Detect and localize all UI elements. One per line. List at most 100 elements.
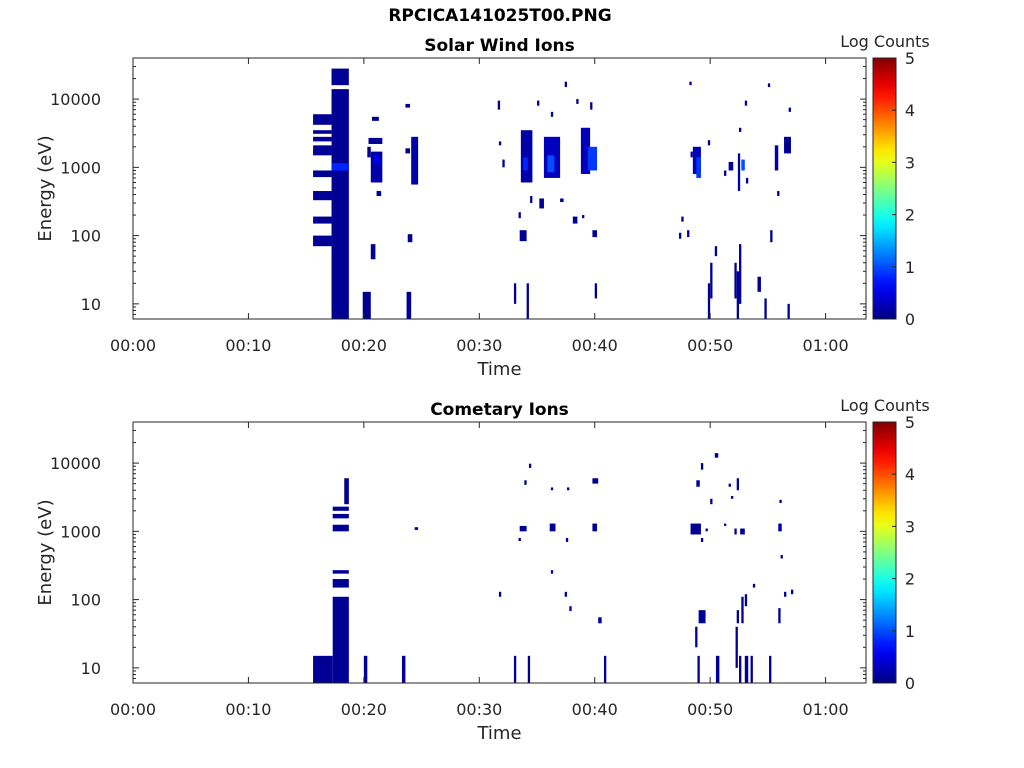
panel2-colorbar-tick-label: 0 [905,674,915,693]
panel1-heatmap-cell [576,99,579,104]
panel1-heatmap-cell [689,81,692,86]
panel1-heatmap-cell [728,161,734,171]
panel2-colorbar-tick-label: 1 [905,622,915,641]
panel2-heatmap-cell [750,655,753,683]
panel2-heatmap-cell [592,478,599,484]
panel2-heatmap-cell [705,528,708,532]
panel2-colorbar-tick-label: 4 [905,465,915,484]
panel2-colorbar-label: Log Counts [840,396,930,415]
panel1-colorbar-tick-label: 1 [905,258,915,277]
panel1-heatmap-cell [784,136,791,154]
panel2-heatmap-cell [700,463,704,470]
panel1-heatmap-cell [313,136,332,142]
panel2-heatmap-cell [739,655,742,683]
panel1-colorbar-tick-label: 5 [905,49,915,68]
panel2-heatmap-cell [344,478,349,505]
panel1-heatmap-cell [331,68,349,86]
panel2-heatmap-cell [518,537,521,542]
panel2-heatmap-cell [363,655,368,683]
panel1-colorbar-tick-label: 0 [905,310,915,329]
panel1-plot-area [133,58,866,319]
panel1-heatmap-cell [520,130,533,183]
panel1-heatmap-cell [497,100,501,110]
panel2-heatmap-cell [603,655,607,683]
panel2-heatmap-cell [592,523,598,532]
panel1-heatmap-cell [367,146,371,158]
panel2-x-tick-label: 00:20 [341,700,387,719]
panel1-y-axis-label: Energy (eV) [35,135,56,241]
panel1-heatmap-cell [313,191,332,201]
panel2-heatmap-cell [332,579,349,588]
panel1-heatmap-cell [777,191,780,197]
panel2-heatmap-cell [779,499,782,504]
panel2-heatmap-cell [698,610,706,624]
panel1-heatmap-cell [331,163,349,171]
panel2-heatmap-cell [569,606,572,612]
panel2-heatmap-cell [741,596,744,624]
panel1-title: Solar Wind Ions [424,36,575,56]
panel2-heatmap-cell [734,528,737,535]
panel1-heatmap-cell [331,89,349,319]
panel2-heatmap-cell [697,655,700,683]
panel1-y-tick-label: 100 [70,227,101,246]
panel1-heatmap-cell [687,230,690,238]
panel1-heatmap-cell [707,283,711,319]
panel2-colorbar-tick-label: 5 [905,413,915,432]
panel2-heatmap-cell [332,513,349,519]
panel1-heatmap-cell [313,170,332,178]
panel2-plot-area [133,422,866,683]
panel2-heatmap-cell [564,591,568,597]
panel2-heatmap-cell [313,655,333,683]
panel1-heatmap-cell [787,303,790,319]
panel2-heatmap-cell [736,478,740,491]
panel2-heatmap-cell [598,617,602,624]
panel1-heatmap-cell [405,103,411,108]
panel1-heatmap-cell [678,232,682,239]
panel1-heatmap-cell [710,262,713,299]
panel2-heatmap-cell [769,655,772,683]
panel1-heatmap-cell [757,276,761,292]
panel2-heatmap-cell [736,610,740,624]
panel1-heatmap-cell [376,191,382,197]
panel1-heatmap-cell [734,262,737,299]
panel1-heatmap-cell [370,244,376,260]
panel1-heatmap-cell [739,127,742,132]
panel1-y-tick-label: 10000 [50,90,101,109]
panel1-heatmap-cell [526,283,529,319]
panel2-heatmap-cell [332,506,349,511]
panel1-heatmap-cell [580,127,591,174]
panel2-heatmap-cell [690,523,701,535]
panel1-heatmap-cell [313,114,332,125]
panel1-heatmap-cell [572,216,578,224]
panel2-y-axis-label: Energy (eV) [35,499,56,605]
panel1-heatmap-cell [374,155,379,164]
panel1-heatmap-cell [313,130,332,134]
panel1-heatmap-cell [741,159,745,171]
panel2-heatmap-cell [401,655,406,683]
panel2-heatmap-cell [565,537,569,542]
panel2-heatmap-cell [700,537,704,542]
panel2-title: Cometary Ions [430,400,569,420]
panel1-heatmap-cell [405,148,411,154]
panel2-heatmap-cell [728,483,731,487]
panel1-heatmap-cell [550,111,554,117]
panel1-colorbar-tick-label: 2 [905,206,915,225]
panel2-heatmap-cell [740,528,745,535]
panel2-heatmap-cell [550,487,554,491]
panel2-heatmap-cell [498,591,502,597]
panel2-x-tick-label: 00:50 [687,700,733,719]
panel1-heatmap-cell [513,283,517,304]
panel1-heatmap-cell [714,246,718,257]
panel2-colorbar-tick-label: 2 [905,570,915,589]
panel1-heatmap-cell [560,198,564,203]
panel1-colorbar-label: Log Counts [840,32,930,51]
panel1-heatmap-cell [724,170,727,176]
panel2-colorbar [873,422,896,683]
panel1-x-tick-label: 01:00 [803,336,849,355]
panel2-heatmap-cell [332,524,349,532]
panel2-heatmap-cell [735,626,738,668]
panel2-x-axis-label: Time [476,723,521,744]
panel1-x-tick-label: 00:50 [687,336,733,355]
panel2-axes-frame [132,421,867,684]
